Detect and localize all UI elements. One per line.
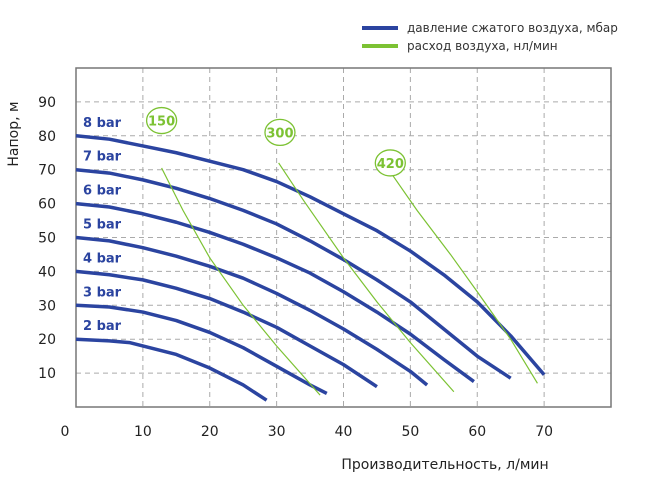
legend-label: давление сжатого воздуха, мбар [407, 21, 618, 35]
x-tick-label: 70 [535, 424, 553, 440]
air-curve-label: 420 [377, 157, 404, 172]
x-tick-label: 40 [335, 424, 353, 440]
air-label-circle [145, 106, 178, 135]
pressure-curve-2-bar [75, 337, 268, 402]
air-curve-label: 150 [148, 115, 175, 130]
y-tick-label: 40 [38, 264, 56, 280]
air-label-circle [264, 118, 296, 147]
x-tick-label: 0 [61, 424, 70, 440]
air-label-circle [374, 149, 406, 177]
pressure-curve-3-bar [75, 303, 328, 396]
curve-label: 5 bar [83, 218, 122, 233]
y-tick-label: 10 [38, 366, 56, 382]
legend-label: расход воздуха, нл/мин [407, 39, 558, 53]
x-axis-label: Производительность, л/мин [341, 457, 548, 473]
curve-label: 2 bar [83, 319, 122, 334]
pressure-curve-6-bar [75, 201, 475, 383]
pressure-curve-7-bar [75, 167, 512, 380]
y-tick-label: 20 [38, 332, 56, 348]
y-tick-label: 80 [38, 129, 56, 145]
y-tick-label: 90 [38, 95, 56, 111]
air-curve-300 [278, 162, 455, 393]
y-tick-label: 70 [38, 163, 56, 179]
x-tick-label: 10 [134, 424, 152, 440]
curve-label: 4 bar [83, 251, 122, 266]
pressure-curve-4-bar [75, 269, 378, 389]
x-tick-label: 60 [468, 424, 486, 440]
air-curve-label: 300 [266, 126, 293, 141]
y-axis-label: Напор, м [6, 101, 22, 166]
y-tick-label: 50 [38, 231, 56, 247]
air-curve-150 [161, 167, 321, 396]
x-tick-label: 30 [268, 424, 286, 440]
curve-label: 6 bar [83, 184, 122, 199]
pressure-curve-5-bar [75, 235, 429, 387]
x-tick-label: 20 [201, 424, 219, 440]
y-tick-label: 30 [38, 298, 56, 314]
air-curve-420 [391, 174, 538, 384]
curve-label: 8 bar [83, 116, 122, 131]
x-tick-label: 50 [401, 424, 419, 440]
curve-label: 3 bar [83, 285, 122, 300]
y-tick-label: 60 [38, 197, 56, 213]
curve-label: 7 bar [83, 150, 122, 165]
pressure-curve-8-bar [75, 134, 546, 376]
